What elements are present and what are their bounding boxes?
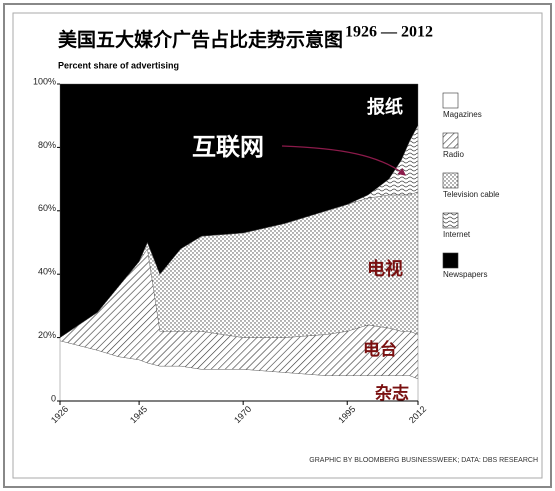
y-tick-label: 60% [38, 203, 56, 213]
plot [59, 83, 419, 402]
source: GRAPHIC BY BLOOMBERG BUSINESSWEEK; DATA:… [309, 457, 538, 464]
legend-label: Newspapers [443, 270, 487, 279]
legend-label: Radio [443, 150, 464, 159]
y-tick-label: 20% [38, 330, 56, 340]
y-tick-label: 40% [38, 267, 56, 277]
y-tick-label: 80% [38, 140, 56, 150]
area [59, 83, 419, 338]
annotation: 报纸 [367, 96, 403, 118]
legend-label: Internet [443, 230, 471, 239]
legend-swatch [442, 212, 459, 229]
chart-title: 美国五大媒介广告占比走势示意图 [58, 28, 343, 51]
legend-label: Magazines [443, 110, 482, 119]
annotation: 电台 [363, 339, 397, 360]
y-tick-label: 100% [33, 76, 56, 86]
legend-swatch [442, 92, 459, 109]
annotation-arrow [281, 145, 407, 176]
legend-swatch [442, 252, 459, 269]
subtitle: Percent share of advertising [58, 60, 179, 70]
y-tick-label: 0 [51, 393, 56, 403]
legend-label: Television cable [443, 190, 500, 199]
annotation: 互联网 [192, 133, 264, 161]
legend-swatch [442, 172, 459, 189]
annotation: 杂志 [375, 383, 409, 404]
legend-swatch [442, 132, 459, 149]
annotation: 电视 [367, 258, 403, 280]
date-range: 1926 — 2012 [345, 24, 433, 41]
